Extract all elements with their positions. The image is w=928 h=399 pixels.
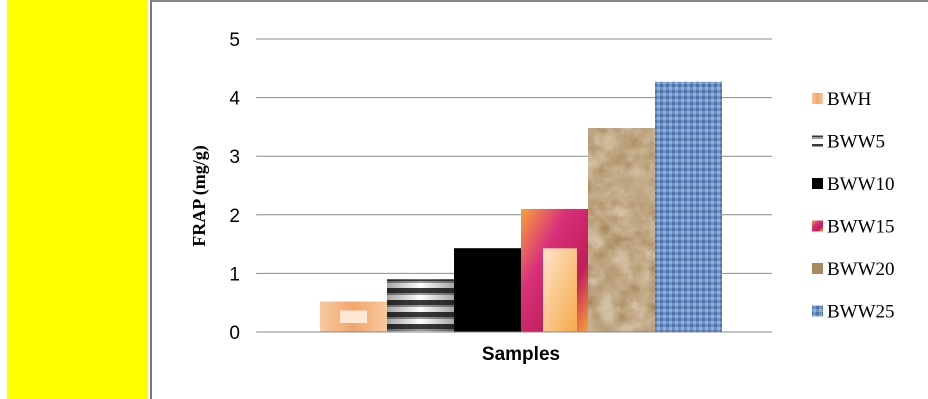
- bar-bwh: [320, 301, 387, 332]
- legend-label: BWW20: [827, 259, 895, 280]
- y-tick-label: 0: [229, 323, 240, 344]
- legend-swatch: [812, 220, 823, 232]
- legend-item: BWH: [812, 89, 872, 110]
- legend-item: BWW5: [812, 132, 885, 153]
- legend-label: BWW5: [827, 132, 885, 153]
- y-axis-ticks: 0 1 2 3 4 5: [229, 30, 262, 344]
- bar-bww15: [521, 208, 588, 332]
- legend-item: BWW10: [812, 174, 895, 195]
- y-tick-label: 1: [229, 264, 240, 285]
- bars: [320, 81, 722, 332]
- legend-item: BWW25: [812, 302, 895, 323]
- legend-swatch: [812, 263, 823, 274]
- legend-swatch: [812, 178, 823, 189]
- x-axis-label: Samples: [482, 344, 560, 365]
- y-tick-label: 2: [229, 206, 240, 227]
- legend-item: BWW20: [812, 259, 895, 280]
- yellow-side-panel: [7, 0, 148, 399]
- legend-swatch: [812, 305, 823, 317]
- legend-label: BWH: [827, 89, 872, 110]
- legend-swatch: [812, 135, 823, 147]
- legend-swatch: [812, 93, 823, 104]
- legend: BWH BWW5 BWW10 BWW15 BWW20 BWW25: [812, 89, 895, 323]
- legend-label: BWW25: [827, 302, 895, 323]
- legend-label: BWW10: [827, 174, 895, 195]
- legend-label: BWW15: [827, 217, 895, 238]
- y-tick-label: 5: [229, 30, 240, 51]
- bar-bww10: [454, 248, 521, 332]
- y-axis-label: FRAP (mg/g): [189, 145, 210, 246]
- y-tick-label: 3: [229, 147, 240, 168]
- bar-bww5: [387, 279, 454, 332]
- bar-bww20: [588, 128, 655, 332]
- bar-bww25: [655, 81, 722, 332]
- legend-item: BWW15: [812, 217, 895, 238]
- y-tick-label: 4: [229, 89, 240, 110]
